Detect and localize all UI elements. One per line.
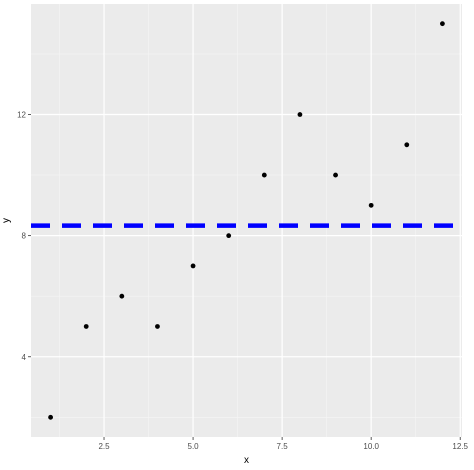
y-axis-ticks: 4 8 12 [17,111,31,362]
data-point [261,172,267,178]
y-tick-label: 12 [17,111,26,120]
y-axis-title: y [1,218,12,223]
x-tick-label: 10.0 [363,442,379,451]
data-point [368,202,374,208]
y-tick-label: 4 [22,353,27,362]
data-point [333,172,338,178]
x-tick-label: 5.0 [188,442,200,451]
data-point [83,324,89,329]
x-axis-title: x [244,455,249,466]
data-point [297,112,303,117]
data-point [155,324,160,329]
x-tick-label: 12.5 [452,442,468,451]
data-point [119,293,125,299]
plot-panel [31,4,462,437]
data-point [440,21,445,27]
x-tick-label: 2.5 [98,442,110,451]
data-points [48,21,445,420]
data-point [404,142,410,148]
x-axis-ticks: 2.5 5.0 7.5 10.0 12.5 [98,437,469,451]
x-tick-label: 7.5 [277,442,289,451]
major-gridlines [31,4,462,437]
data-point [190,263,196,269]
data-point [226,233,232,239]
data-point [48,414,53,420]
y-tick-label: 8 [22,232,27,241]
minor-gridlines [31,4,462,437]
